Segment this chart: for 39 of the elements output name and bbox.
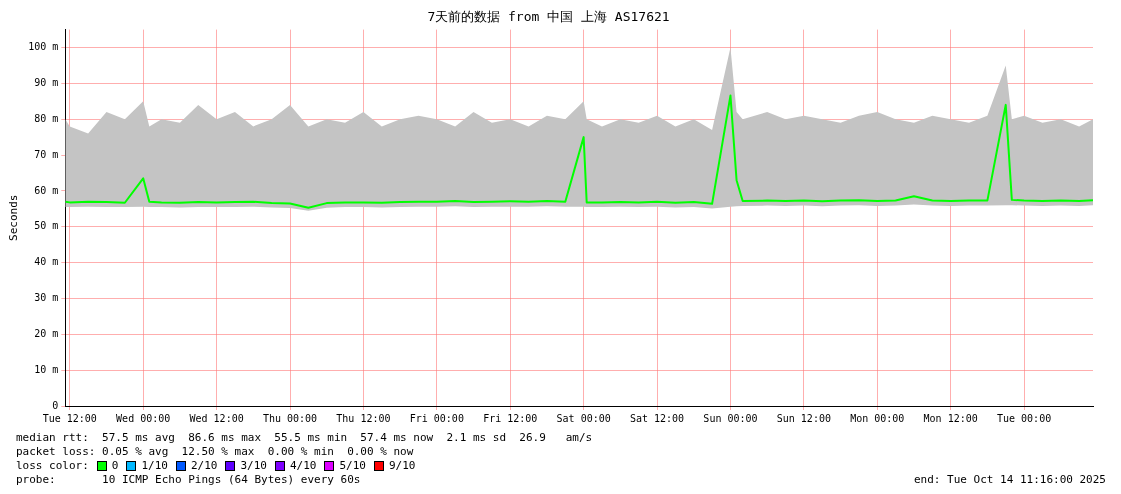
x-tick-label: Sun 00:00 [703, 412, 758, 424]
legend-label: 1/10 [141, 459, 168, 473]
x-tick-label: Sun 12:00 [776, 412, 831, 424]
text: median rtt: 57.5 ms avg 86.6 ms max 55.5 ms min 57.4 ms now 2.1 ms sd 26.9 am/s [16, 431, 594, 445]
x-tick-label: Sat 00:00 [556, 412, 611, 424]
x-tick-label: Sat 12:00 [629, 412, 685, 424]
y-tick-label: 40 m [34, 256, 59, 268]
text: end: Tue Oct 14 11:16:00 2025 [913, 473, 1106, 487]
x-tick-label: Tue 00:00 [996, 412, 1052, 424]
text: packet loss: 0.05 % avg 12.50 % max 0.00 % min 0.00 % now [16, 445, 415, 459]
y-tick-label: 10 m [34, 363, 59, 375]
text: probe: 10 ICMP Echo Pings (64 Bytes) every 60s [16, 473, 361, 487]
x-tick-label: Mon 12:00 [923, 412, 978, 424]
x-tick-label: Fri 12:00 [483, 412, 538, 424]
legend-label: 5/10 [339, 459, 366, 473]
x-tick-label: Wed 00:00 [116, 412, 171, 424]
y-tick-label: 20 m [34, 327, 59, 339]
legend-label: 3/10 [240, 459, 267, 473]
y-tick-label: 0 [52, 399, 59, 411]
y-tick-label: 50 m [34, 220, 59, 232]
x-tick-label: Tue 12:00 [42, 412, 97, 424]
x-tick-label: Fri 00:00 [409, 412, 464, 424]
x-tick-label: Thu 00:00 [262, 412, 318, 424]
x-tick-label: Wed 12:00 [189, 412, 244, 424]
x-tick-label: Mon 00:00 [850, 412, 905, 424]
y-tick-label: 90 m [34, 76, 59, 88]
legend-label: 9/10 [388, 459, 416, 473]
y-tick-label: 100 m [28, 41, 59, 53]
legend-title: loss color: [16, 459, 89, 473]
y-tick-label: 30 m [34, 292, 59, 304]
legend-label: 0 [111, 459, 119, 473]
y-tick-label: 60 m [34, 184, 59, 196]
legend-label: 2/10 [190, 459, 218, 473]
chart-title: 7天前的数据 from 中国 上海 AS17621 [427, 9, 670, 25]
y-tick-label: 80 m [34, 112, 59, 124]
y-tick-label: 70 m [34, 148, 59, 160]
y-axis-title: Seconds [7, 194, 21, 241]
x-tick-label: Thu 12:00 [336, 412, 391, 424]
legend-label: 4/10 [289, 459, 317, 473]
